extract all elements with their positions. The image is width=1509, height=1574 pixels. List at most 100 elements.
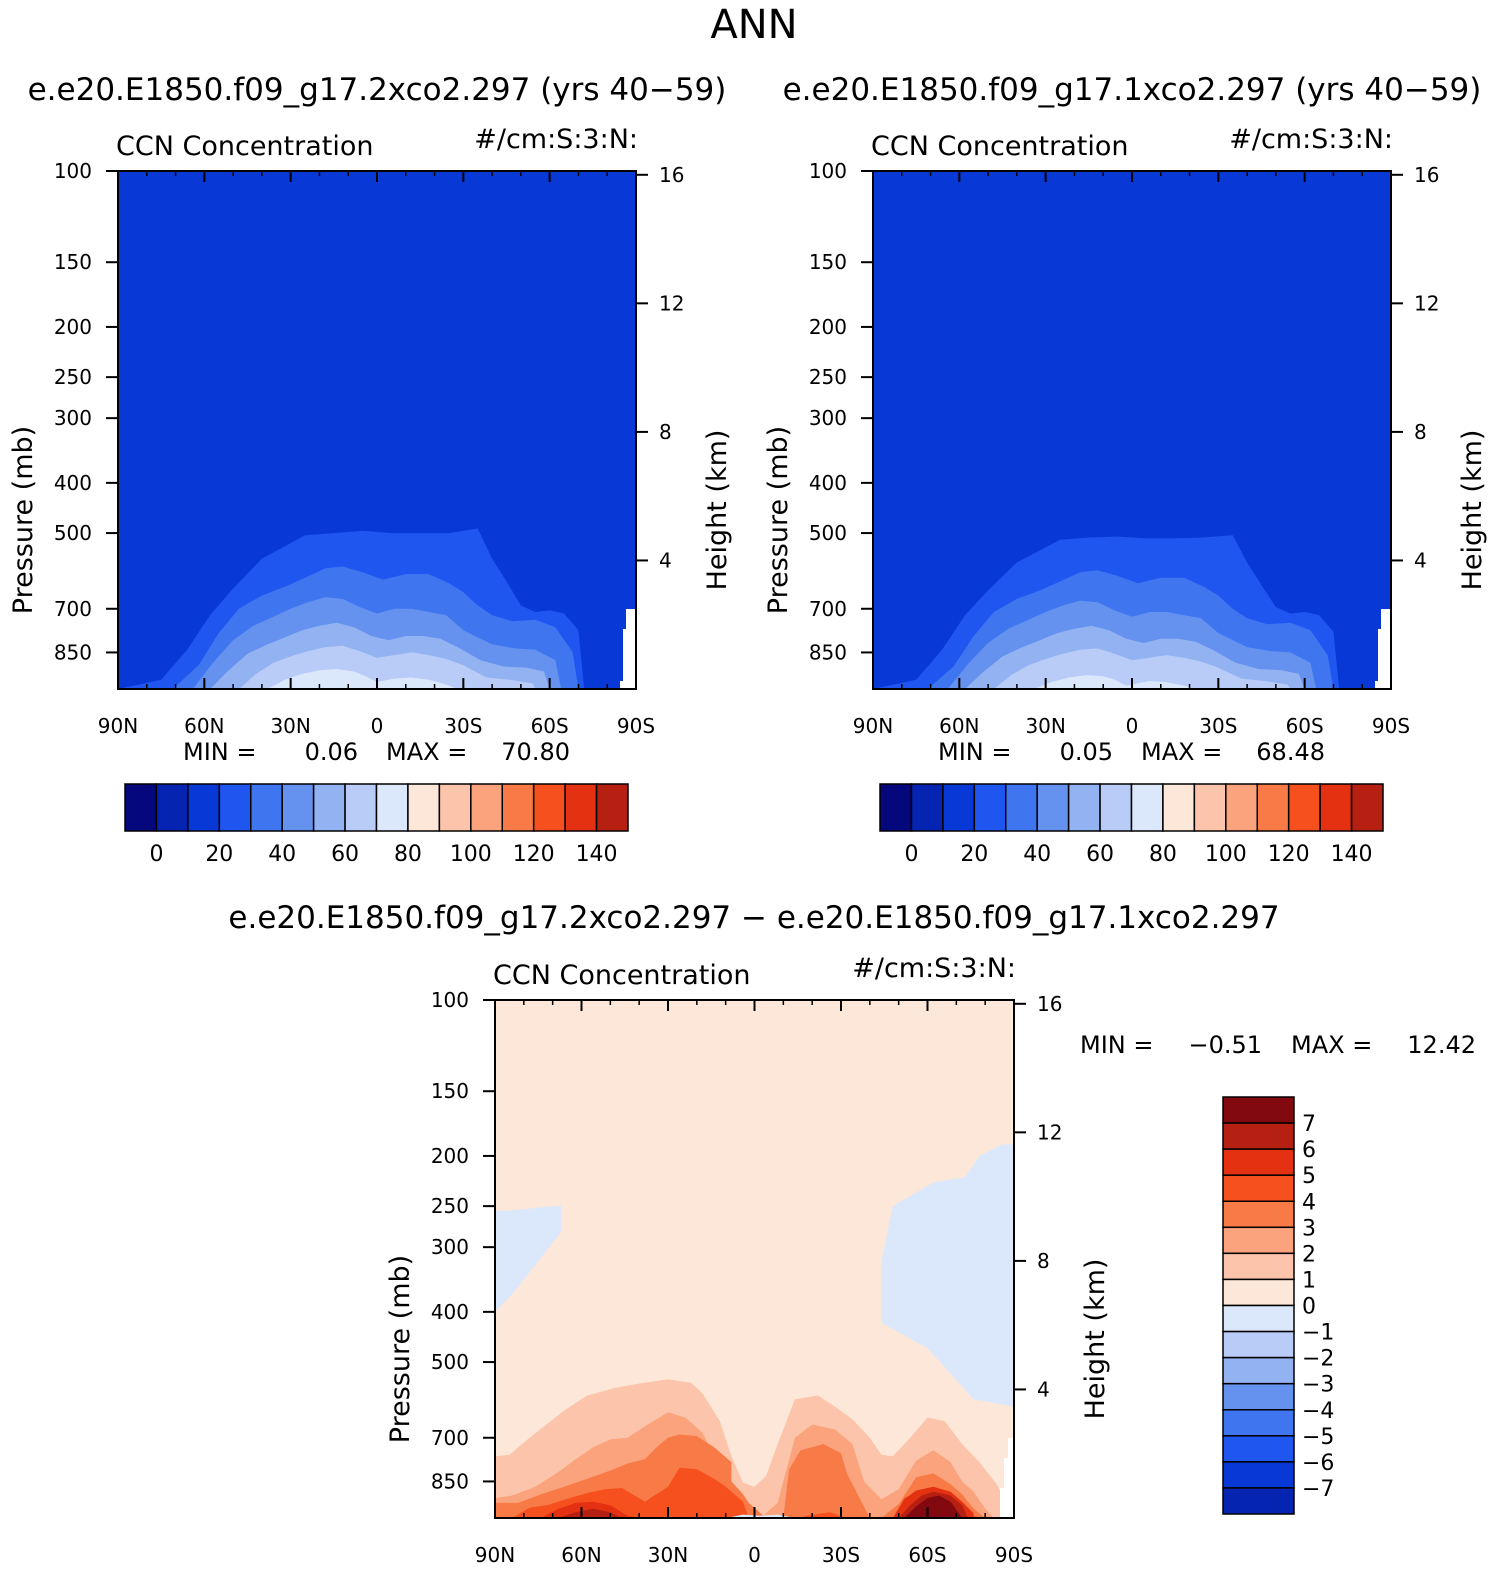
x-tick-label: 60N: [184, 714, 224, 738]
colorbar-label: 140: [1331, 842, 1373, 867]
y-tick-label: 400: [431, 1300, 469, 1324]
panel3-stats: MIN = −0.51 MAX = 12.42: [1080, 1031, 1476, 1059]
y-tick-label: 250: [54, 365, 92, 389]
y-axis-right-label: Height (km): [1457, 430, 1488, 591]
y-tick-label: 850: [809, 640, 847, 664]
y-tick-label: 100: [54, 159, 92, 183]
colorbar-box: [1225, 783, 1258, 832]
colorbar-box: [973, 783, 1007, 832]
colorbar-box: [1222, 1096, 1295, 1124]
height-tick-label: 4: [1037, 1377, 1050, 1401]
y-tick-label: 200: [431, 1144, 469, 1168]
colorbar-box: [1222, 1174, 1295, 1202]
panel-1xco2: 90N 60N 30N 0 30S 60S 90S 100 150 200 250 300 400 500…: [763, 124, 1488, 738]
svg-text:−0.51: −0.51: [1188, 1031, 1262, 1059]
colorbar-box: [1222, 1252, 1295, 1281]
panel-2xco2: 90N 60N 30N 0 30S 60S 90S 100 150 200 250 300 400 500…: [8, 124, 733, 738]
colorbar-box: [1256, 783, 1290, 832]
y-tick-label: 300: [54, 406, 92, 430]
svg-text:68.48: 68.48: [1256, 738, 1325, 766]
x-tick-label: 0: [1126, 714, 1139, 738]
y-tick-label: 300: [431, 1235, 469, 1259]
x-tick-label: 90N: [853, 714, 893, 738]
svg-text:12.42: 12.42: [1407, 1031, 1476, 1059]
svg-text:MAX =: MAX =: [1141, 738, 1222, 766]
colorbar-box: [910, 783, 944, 832]
x-tick-label: 0: [748, 1543, 761, 1567]
colorbar-box: [250, 783, 283, 832]
units-label: #/cm:S:3:N:: [1229, 124, 1393, 155]
figure-title: ANN: [710, 2, 797, 48]
colorbar-label: 80: [394, 842, 422, 867]
contour-field: [118, 171, 636, 689]
x-tick-label: 90S: [995, 1543, 1033, 1567]
contour-band: [558, 1508, 622, 1518]
colorbar-label: −6: [1302, 1451, 1334, 1476]
colorbar-box: [218, 783, 252, 832]
svg-text:70.80: 70.80: [501, 738, 570, 766]
missing-data-mask: [1000, 1438, 1014, 1518]
colorbar-box: [942, 783, 976, 832]
colorbar-label: 3: [1302, 1216, 1316, 1241]
variable-label: CCN Concentration: [871, 131, 1129, 162]
colorbar-label: 20: [960, 842, 988, 867]
y-tick-label: 150: [431, 1079, 469, 1103]
colorbar-box: [564, 783, 598, 832]
svg-text:MAX =: MAX =: [1291, 1031, 1372, 1059]
y-tick-label: 400: [54, 471, 92, 495]
panel2-title: e.e20.E1850.f09_g17.1xco2.297 (yrs 40−59…: [783, 72, 1482, 108]
y-axis-right-label: Height (km): [1080, 1259, 1111, 1420]
height-tick-label: 12: [1037, 1120, 1062, 1144]
panel2-colorbar: 0 20 40 60 80 100 120 140: [879, 783, 1384, 867]
panel1-colorbar: 0 20 40 60 80 100 120 140: [124, 783, 629, 867]
y-axis-label: Pressure (mb): [385, 1255, 416, 1443]
x-tick-label: 30S: [1199, 714, 1237, 738]
colorbar-label: 60: [331, 842, 359, 867]
units-label: #/cm:S:3:N:: [474, 124, 638, 155]
colorbar-label: 40: [1023, 842, 1051, 867]
colorbar-box: [1222, 1330, 1295, 1359]
x-tick-label: 30S: [822, 1543, 860, 1567]
colorbar-box: [1222, 1409, 1295, 1437]
contour-field: [495, 1000, 1014, 1518]
y-tick-label: 500: [809, 521, 847, 545]
contour-band: [495, 1206, 562, 1312]
contour-band: [512, 1467, 980, 1518]
units-label: #/cm:S:3:N:: [852, 953, 1016, 984]
y-axis-label: Pressure (mb): [8, 426, 39, 614]
variable-label: CCN Concentration: [493, 960, 751, 991]
y-tick-label: 100: [809, 159, 847, 183]
y-tick-label: 700: [431, 1426, 469, 1450]
colorbar-box: [375, 783, 409, 832]
colorbar-box: [187, 783, 221, 832]
colorbar-label: 0: [1302, 1295, 1316, 1320]
contour-field: [873, 171, 1391, 689]
y-tick-label: 850: [54, 640, 92, 664]
y-tick-label: 850: [431, 1469, 469, 1493]
height-tick-label: 16: [1414, 163, 1439, 187]
height-tick-label: 8: [1037, 1249, 1050, 1273]
y-axis-label: Pressure (mb): [763, 426, 794, 614]
missing-data-mask: [620, 609, 636, 689]
colorbar-box: [1222, 1200, 1295, 1229]
height-tick-label: 12: [1414, 291, 1439, 315]
colorbar-label: 40: [268, 842, 296, 867]
y-tick-label: 150: [809, 250, 847, 274]
colorbar-box: [1222, 1382, 1295, 1411]
colorbar-box: [1222, 1461, 1295, 1489]
y-tick-label: 250: [809, 365, 847, 389]
x-tick-label: 0: [371, 714, 384, 738]
height-tick-label: 8: [659, 420, 672, 444]
colorbar-box: [470, 783, 503, 832]
colorbar-label: −4: [1302, 1399, 1334, 1424]
colorbar-box: [438, 783, 472, 832]
y-axis-right-label: Height (km): [702, 430, 733, 591]
colorbar-box: [1350, 783, 1384, 832]
height-tick-label: 16: [1037, 992, 1062, 1016]
colorbar-box: [1036, 783, 1070, 832]
svg-text:0.05: 0.05: [1060, 738, 1113, 766]
y-tick-label: 200: [54, 315, 92, 339]
panel1-stats: MIN = 0.06 MAX = 70.80: [183, 738, 570, 766]
svg-text:0.06: 0.06: [305, 738, 358, 766]
